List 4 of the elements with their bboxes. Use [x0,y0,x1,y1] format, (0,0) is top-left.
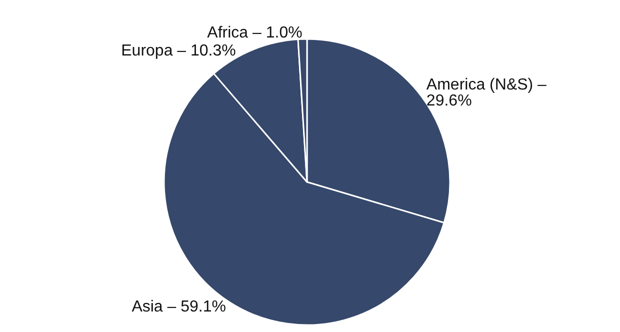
slice-label: America (N&S) – 29.6% [426,76,551,110]
slice-label: Europa – 10.3% [121,42,236,60]
slice-label: Africa – 1.0% [207,24,302,42]
slice-label: Asia – 59.1% [132,298,226,316]
